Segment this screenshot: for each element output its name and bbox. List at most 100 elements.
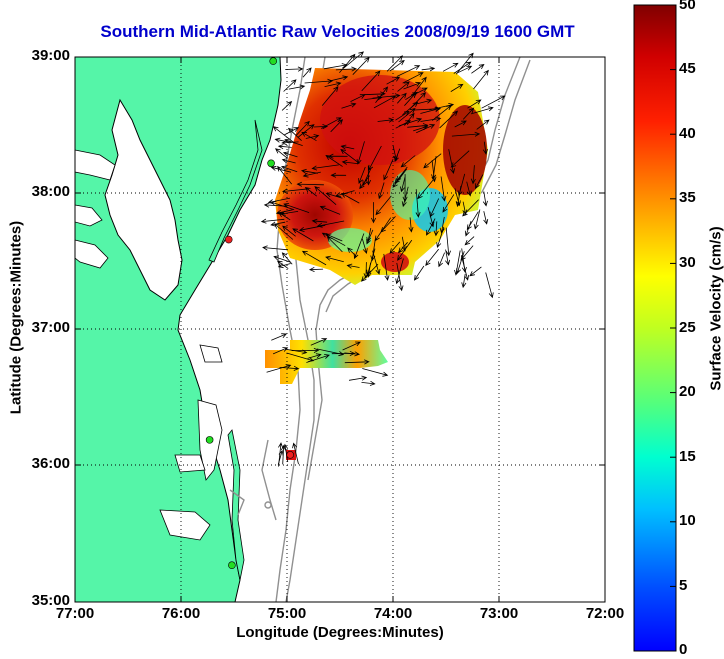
velocity-arrow bbox=[445, 249, 451, 266]
velocity-arrow bbox=[466, 211, 479, 231]
velocity-arrow bbox=[378, 182, 385, 200]
velocity-arrow bbox=[453, 61, 472, 74]
velocity-arrows bbox=[260, 51, 506, 467]
velocity-arrow bbox=[485, 272, 494, 299]
velocity-arrow bbox=[366, 228, 372, 243]
velocity-arrow bbox=[279, 365, 300, 371]
velocity-arrow bbox=[395, 258, 404, 285]
x-tick-label: 74:00 bbox=[373, 605, 413, 622]
velocity-arrow bbox=[475, 174, 484, 190]
x-tick-label: 75:00 bbox=[267, 605, 307, 622]
velocity-arrow bbox=[420, 116, 442, 122]
velocity-arrow bbox=[397, 242, 408, 254]
velocity-arrow bbox=[375, 195, 392, 216]
velocity-arrow bbox=[348, 375, 368, 381]
velocity-arrow bbox=[282, 151, 298, 158]
velocity-arrow bbox=[396, 262, 404, 292]
velocity-arrow bbox=[400, 177, 406, 193]
velocity-arrow bbox=[352, 56, 370, 75]
velocity-arrow bbox=[481, 95, 506, 109]
colorbar-tick-label: 15 bbox=[679, 448, 696, 465]
velocity-arrow bbox=[300, 168, 318, 174]
velocity-arrow bbox=[321, 86, 339, 106]
station-marker bbox=[228, 561, 236, 570]
velocity-field bbox=[265, 68, 488, 460]
velocity-arrow bbox=[383, 158, 394, 181]
velocity-arrow bbox=[263, 202, 287, 208]
velocity-arrow bbox=[270, 165, 292, 173]
velocity-arrow bbox=[341, 159, 358, 165]
velocity-arrow bbox=[304, 78, 334, 84]
velocity-arrow bbox=[321, 232, 346, 247]
y-tick-label: 38:00 bbox=[31, 183, 70, 200]
velocity-arrow bbox=[409, 92, 427, 110]
velocity-arrow bbox=[277, 144, 292, 150]
velocity-arrow bbox=[431, 104, 452, 121]
velocity-arrow bbox=[342, 341, 361, 351]
velocity-arrow bbox=[450, 150, 470, 168]
velocity-arrow bbox=[462, 107, 475, 120]
velocity-arrow bbox=[396, 166, 408, 182]
velocity-arrow bbox=[291, 347, 320, 353]
velocity-arrow bbox=[323, 63, 348, 70]
velocity-arrow bbox=[288, 84, 306, 90]
velocity-arrow bbox=[470, 106, 494, 115]
velocity-arrow bbox=[298, 124, 315, 138]
velocity-arrow bbox=[455, 185, 462, 208]
velocity-arrow bbox=[266, 364, 292, 373]
y-tick-label: 36:00 bbox=[31, 455, 70, 472]
colorbar-label: Surface Velocity (cm/s) bbox=[707, 226, 724, 391]
velocity-arrow bbox=[482, 141, 488, 155]
velocity-arrow bbox=[343, 51, 365, 69]
velocity-arrow bbox=[307, 353, 322, 359]
colorbar-tick-label: 25 bbox=[679, 319, 696, 336]
velocity-arrow bbox=[287, 127, 302, 141]
velocity-arrow bbox=[429, 198, 440, 218]
velocity-arrow bbox=[292, 228, 314, 242]
velocity-arrow bbox=[471, 63, 485, 74]
velocity-arrow bbox=[272, 126, 295, 144]
velocity-arrow bbox=[397, 92, 407, 104]
velocity-arrow bbox=[283, 203, 310, 213]
velocity-arrow bbox=[368, 145, 382, 171]
velocity-arrow bbox=[442, 62, 459, 72]
velocity-arrow bbox=[421, 66, 436, 72]
velocity-arrow bbox=[431, 160, 437, 183]
velocity-arrow bbox=[283, 79, 297, 92]
velocity-arrow bbox=[302, 67, 312, 78]
velocity-arrow bbox=[412, 76, 427, 95]
velocity-arrow bbox=[296, 181, 324, 187]
velocity-arrow bbox=[464, 236, 475, 246]
velocity-arrow bbox=[350, 94, 366, 102]
colorbar-tick-label: 40 bbox=[679, 125, 696, 142]
velocity-arrow bbox=[282, 225, 296, 237]
velocity-arrow bbox=[273, 255, 292, 263]
velocity-arrow bbox=[325, 255, 344, 263]
velocity-arrow bbox=[408, 217, 414, 233]
velocity-arrow bbox=[330, 172, 347, 178]
velocity-arrow bbox=[462, 201, 468, 216]
x-tick-label: 77:00 bbox=[55, 605, 95, 622]
velocity-arrow bbox=[335, 66, 357, 72]
x-axis-label: Longitude (Degrees:Minutes) bbox=[236, 624, 444, 641]
velocity-arrow bbox=[339, 53, 356, 73]
velocity-arrow bbox=[346, 263, 360, 269]
velocity-arrow bbox=[467, 99, 482, 109]
chart-title: Southern Mid-Atlantic Raw Velocities 200… bbox=[100, 22, 575, 41]
velocity-arrow bbox=[321, 117, 342, 129]
colorbar-tick-label: 45 bbox=[679, 60, 696, 77]
velocity-arrow bbox=[404, 92, 417, 106]
colorbar-ticks bbox=[670, 4, 676, 652]
velocity-arrow bbox=[386, 76, 401, 85]
velocity-arrow bbox=[340, 148, 360, 164]
velocity-arrow bbox=[400, 155, 416, 168]
velocity-arrow bbox=[374, 217, 392, 242]
y-tick-label: 39:00 bbox=[31, 47, 70, 64]
velocity-arrow bbox=[461, 248, 467, 273]
station-marker bbox=[267, 159, 275, 168]
velocity-arrow bbox=[473, 209, 481, 230]
colorbar bbox=[633, 4, 677, 652]
velocity-arrow bbox=[327, 75, 349, 82]
velocity-arrow bbox=[439, 110, 459, 129]
